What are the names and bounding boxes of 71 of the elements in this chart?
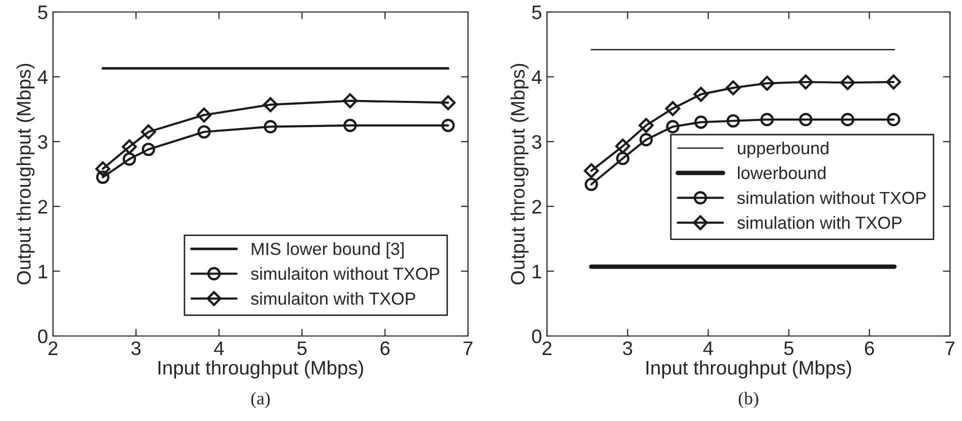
point (666, 120, 680, 134)
point (262, 97, 278, 112)
point (726, 114, 740, 128)
legend-label: simulation with TXOP (737, 216, 902, 229)
point (96, 170, 110, 184)
point (840, 75, 856, 90)
point (798, 74, 814, 90)
point (197, 125, 211, 139)
y-tick-label: 5 (532, 6, 542, 20)
y-axis-title: Output throughput (Mbps) (16, 64, 35, 284)
point (441, 118, 455, 132)
point (760, 112, 774, 126)
point (122, 152, 136, 166)
y-axis-title: Output througnput (Mbps) (510, 64, 529, 284)
x-tick-label: 3 (131, 341, 141, 356)
y-tick-label: 4 (38, 70, 48, 84)
point (693, 86, 708, 102)
y-tick-label: 2 (38, 200, 48, 214)
point (584, 178, 598, 192)
point (196, 108, 212, 123)
point (343, 118, 357, 132)
point (140, 124, 156, 140)
point (886, 112, 900, 126)
legend-label: upperbound (738, 142, 828, 158)
y-tick-label: 2 (532, 200, 542, 214)
point (726, 80, 741, 96)
y-tick-label: 3 (532, 135, 542, 149)
y-tick-label: 5 (38, 6, 48, 20)
x-tick-label: 2 (542, 341, 552, 355)
legend-label: lowerbound (738, 166, 826, 180)
x-axis-title: Input throughput (Mbps) (158, 360, 364, 378)
point (638, 118, 654, 133)
x-tick-label: 5 (784, 342, 794, 356)
point (694, 115, 708, 129)
y-tick-label: 0 (38, 329, 48, 344)
legend-label: simulaiton with TXOP (250, 292, 416, 305)
point (886, 74, 902, 90)
point (799, 112, 812, 126)
point (840, 112, 854, 126)
point (95, 161, 110, 176)
x-tick-label: 3 (622, 341, 632, 356)
legend-label: simulation without TXOP (737, 191, 926, 204)
y-tick-label: 1 (532, 264, 542, 278)
point (342, 93, 358, 108)
x-tick-label: 5 (297, 342, 307, 356)
point (615, 138, 630, 154)
point (616, 152, 630, 166)
point (264, 120, 278, 134)
point (142, 142, 156, 156)
x-tick-label: 7 (464, 342, 472, 355)
x-tick-label: 6 (380, 341, 390, 356)
text: (b) (738, 392, 758, 408)
x-tick-label: 2 (48, 341, 58, 355)
point (440, 95, 456, 110)
y-tick-label: 1 (38, 264, 48, 278)
y-tick-label: 4 (532, 70, 542, 84)
x-tick-label: 4 (214, 342, 224, 355)
point (760, 76, 775, 91)
text: (a) (251, 392, 270, 408)
point (639, 132, 653, 146)
point (584, 163, 599, 178)
legend-label: MIS lower bound [3] (252, 242, 404, 258)
legend-label: simulaiton without TXOP (250, 267, 440, 280)
x-tick-label: 7 (946, 342, 954, 355)
point (665, 101, 680, 116)
point (122, 139, 137, 154)
x-tick-label: 4 (703, 342, 714, 355)
y-tick-label: 0 (532, 329, 542, 344)
x-axis-title: Input throughput (Mbps) (646, 360, 852, 378)
x-tick-label: 6 (864, 341, 874, 356)
y-tick-label: 3 (38, 135, 48, 149)
